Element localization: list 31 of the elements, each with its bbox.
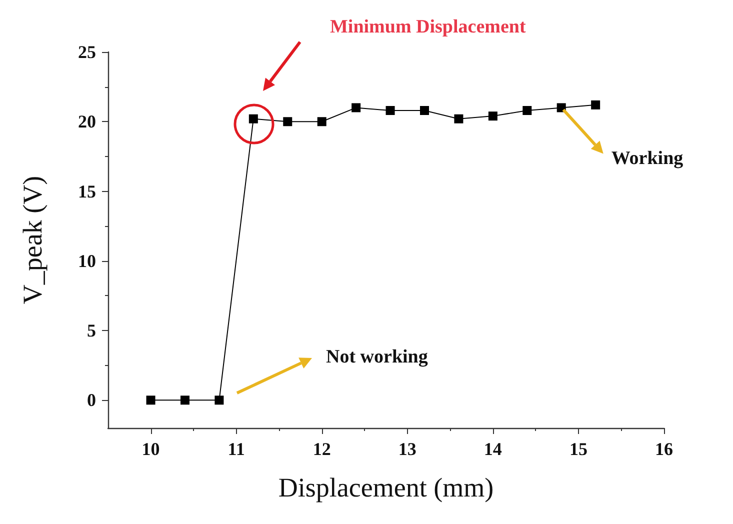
y-tick-label: 15 (78, 181, 96, 202)
annotation: Working (611, 148, 684, 170)
point (317, 117, 326, 126)
point (454, 114, 464, 124)
point (420, 106, 429, 115)
point (283, 117, 292, 126)
y-tick-label: 10 (78, 250, 96, 271)
x-tick-label: 13 (398, 439, 416, 459)
point (180, 396, 190, 405)
point (214, 396, 224, 405)
point (591, 100, 600, 110)
x-tick-label: 16 (655, 439, 673, 459)
y-tick-label: 5 (87, 320, 96, 341)
point (386, 106, 395, 115)
text: Minimum Displacement (330, 16, 526, 38)
y-tick-label: 25 (78, 42, 96, 62)
y-axis-title: V_peak (V) (18, 176, 48, 304)
x-tick-label: 11 (228, 439, 245, 459)
x-tick-label: 12 (312, 439, 331, 459)
y-tick-label: 20 (78, 112, 96, 132)
point (352, 103, 361, 112)
x-axis-title: Displacement (mm) (278, 472, 494, 502)
point (248, 114, 258, 124)
y-tick-label: 0 (87, 390, 96, 410)
x-tick-label: 15 (569, 439, 588, 459)
point (146, 396, 156, 405)
annotation: Not working (326, 346, 428, 368)
x-tick-label: 10 (142, 439, 160, 459)
point (522, 106, 532, 115)
x-tick-label: 14 (484, 439, 502, 459)
point (488, 112, 498, 121)
